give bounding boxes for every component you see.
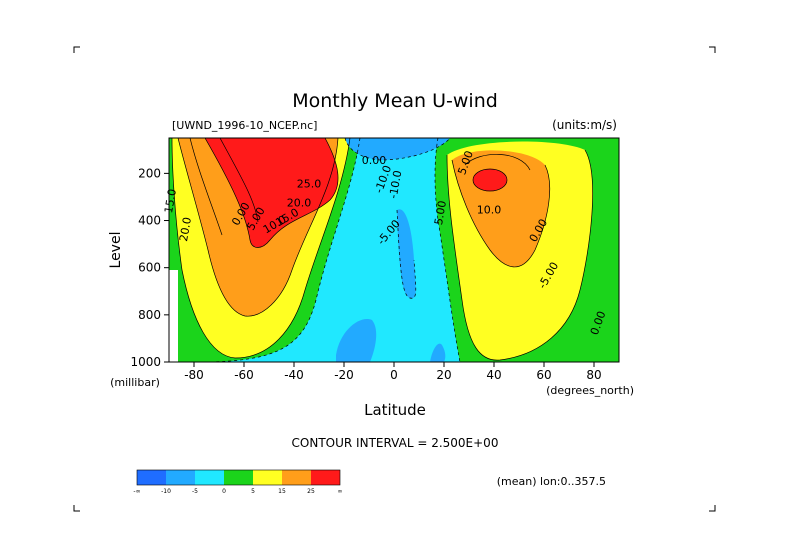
easterly-patch-1 bbox=[336, 319, 377, 362]
x-axis-units: (degrees_north) bbox=[546, 384, 634, 397]
colorbar-tick-label: -5 bbox=[192, 488, 198, 495]
y-axis: 200 400 600 800 1000 bbox=[130, 166, 169, 369]
x-axis: -80 -60 -40 -20 0 20 40 60 80 bbox=[184, 362, 602, 382]
contour-fill-layer bbox=[169, 138, 619, 362]
colorbar-segment bbox=[311, 470, 340, 485]
colorbar-tick-label: 25 bbox=[307, 488, 315, 495]
colorbar-tick-label: -10 bbox=[161, 488, 171, 495]
colorbar-tick-label: 5 bbox=[251, 488, 255, 495]
contour-label: 25.0 bbox=[297, 178, 322, 191]
colorbar-segment bbox=[224, 470, 253, 485]
y-tick-label: 1000 bbox=[130, 355, 161, 369]
colorbar-segment bbox=[137, 470, 166, 485]
y-tick-label: 200 bbox=[138, 166, 161, 180]
tropical-easterly-upper bbox=[345, 138, 450, 160]
x-tick-label: -40 bbox=[284, 368, 304, 382]
x-tick-label: 20 bbox=[436, 368, 451, 382]
x-tick-label: -80 bbox=[184, 368, 204, 382]
chart-title: Monthly Mean U-wind bbox=[292, 90, 498, 112]
y-tick-label: 800 bbox=[138, 308, 161, 322]
easterly-patch-2 bbox=[430, 343, 446, 362]
contour-label: 10.0 bbox=[477, 203, 502, 216]
x-tick-label: 80 bbox=[586, 368, 601, 382]
colorbar-segment bbox=[253, 470, 282, 485]
y-axis-units: (millibar) bbox=[110, 376, 160, 389]
colorbar-frame bbox=[136, 469, 341, 486]
colorbar-segment bbox=[282, 470, 311, 485]
contour-interval-text: CONTOUR INTERVAL = 2.500E+00 bbox=[292, 436, 499, 450]
x-tick-label: 40 bbox=[486, 368, 501, 382]
colorbar-tick-label: 0 bbox=[222, 488, 226, 495]
sh-jet-band-25plus bbox=[205, 138, 339, 248]
x-tick-label: 60 bbox=[536, 368, 551, 382]
y-tick-label: 400 bbox=[138, 214, 161, 228]
y-tick-label: 600 bbox=[138, 261, 161, 275]
colorbar: -∞ -10 -5 0 5 15 25 ∞ bbox=[133, 469, 343, 495]
contour-label: -10.0 bbox=[387, 169, 405, 199]
x-tick-label: 0 bbox=[390, 368, 398, 382]
contour-label: 15.0 bbox=[162, 188, 179, 214]
corner-marks bbox=[73, 46, 716, 512]
contour-label: 20.0 bbox=[287, 196, 312, 209]
contour-label: 0.00 bbox=[362, 154, 387, 167]
colorbar-segment bbox=[166, 470, 195, 485]
contour-label: 20.0 bbox=[177, 216, 194, 242]
colorbar-tick-label: ∞ bbox=[338, 488, 343, 495]
colorbar-tick-label: 15 bbox=[278, 488, 286, 495]
footer-text: (mean) lon:0..357.5 bbox=[497, 475, 606, 488]
contour-label: 5.00 bbox=[432, 200, 449, 226]
units-label: (units:m/s) bbox=[552, 118, 617, 132]
colorbar-tick-label: -∞ bbox=[133, 488, 140, 495]
x-axis-label: Latitude bbox=[364, 401, 426, 419]
x-tick-label: -60 bbox=[234, 368, 254, 382]
x-tick-label: -20 bbox=[334, 368, 354, 382]
dataset-label: [UWND_1996-10_NCEP.nc] bbox=[172, 119, 317, 132]
y-axis-label: Level bbox=[108, 232, 124, 269]
polar-white-strip bbox=[169, 270, 178, 362]
colorbar-segment bbox=[195, 470, 224, 485]
nh-jet-core bbox=[473, 169, 507, 191]
